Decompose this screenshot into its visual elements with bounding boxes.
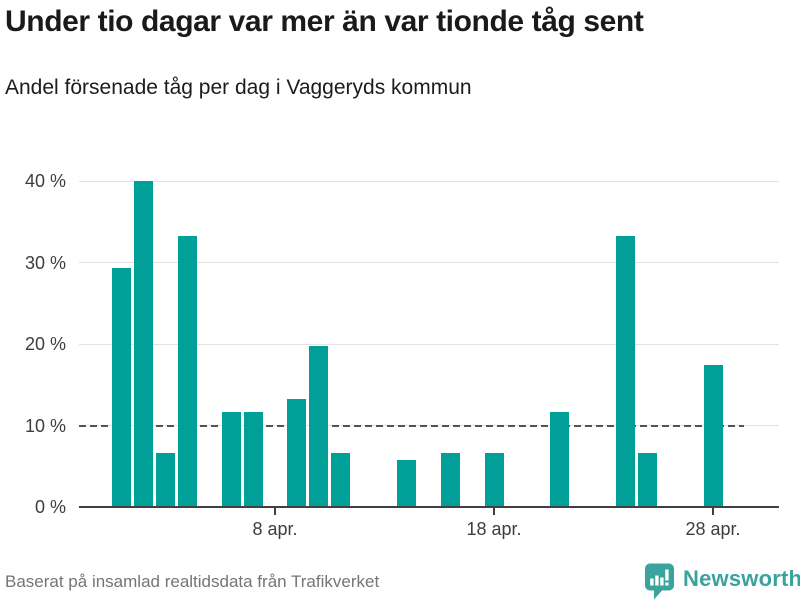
x-axis-line	[79, 506, 779, 508]
bar-18apr	[484, 453, 504, 507]
chart-title: Under tio dagar var mer än var tionde tå…	[5, 5, 644, 38]
x-axis-tick-label: 8 apr.	[252, 519, 298, 539]
y-axis-tick-label: 0 %	[34, 497, 66, 517]
bar-16apr	[440, 453, 460, 507]
bar-1apr	[112, 268, 132, 507]
bar-6apr	[221, 411, 241, 507]
bar-21apr	[550, 411, 570, 507]
y-axis-tick-label: 40 %	[24, 171, 66, 192]
gridline-20-percent	[79, 343, 779, 345]
bar-3apr	[156, 453, 175, 507]
bar-10apr	[309, 345, 329, 507]
bar-11apr	[331, 453, 351, 507]
newsworthy-chart-bubble-icon	[645, 563, 674, 600]
x-axis-tick	[712, 508, 714, 515]
bar-2apr	[134, 181, 154, 507]
bar-25apr	[637, 453, 657, 507]
bar-28apr	[703, 364, 723, 507]
gridline-40-percent	[79, 180, 779, 182]
newsworthy-logo: Newsworthy	[644, 562, 800, 600]
newsworthy-logo-text: Newsworthy	[683, 566, 800, 591]
y-axis-tick-label: 20 %	[24, 334, 66, 355]
bar-14apr	[396, 459, 416, 507]
reference-line-10-percent	[79, 424, 744, 427]
x-axis-tick-label: 28 apr.	[685, 519, 741, 539]
x-axis-tick	[274, 508, 276, 515]
bar-4apr	[177, 235, 197, 507]
source-note: Baserat på insamlad realtidsdata från Tr…	[5, 572, 380, 591]
bar-7apr	[243, 411, 263, 507]
y-axis-tick-label: 10 %	[24, 415, 66, 436]
bar-9apr	[287, 398, 307, 507]
y-axis-tick-label: 30 %	[24, 252, 66, 273]
x-axis-tick-label: 18 apr.	[466, 519, 522, 539]
x-axis-tick	[493, 508, 495, 515]
gridline-30-percent	[79, 262, 779, 264]
chart-subtitle: Andel försenade tåg per dag i Vaggeryds …	[5, 76, 472, 99]
bar-24apr	[615, 235, 635, 507]
